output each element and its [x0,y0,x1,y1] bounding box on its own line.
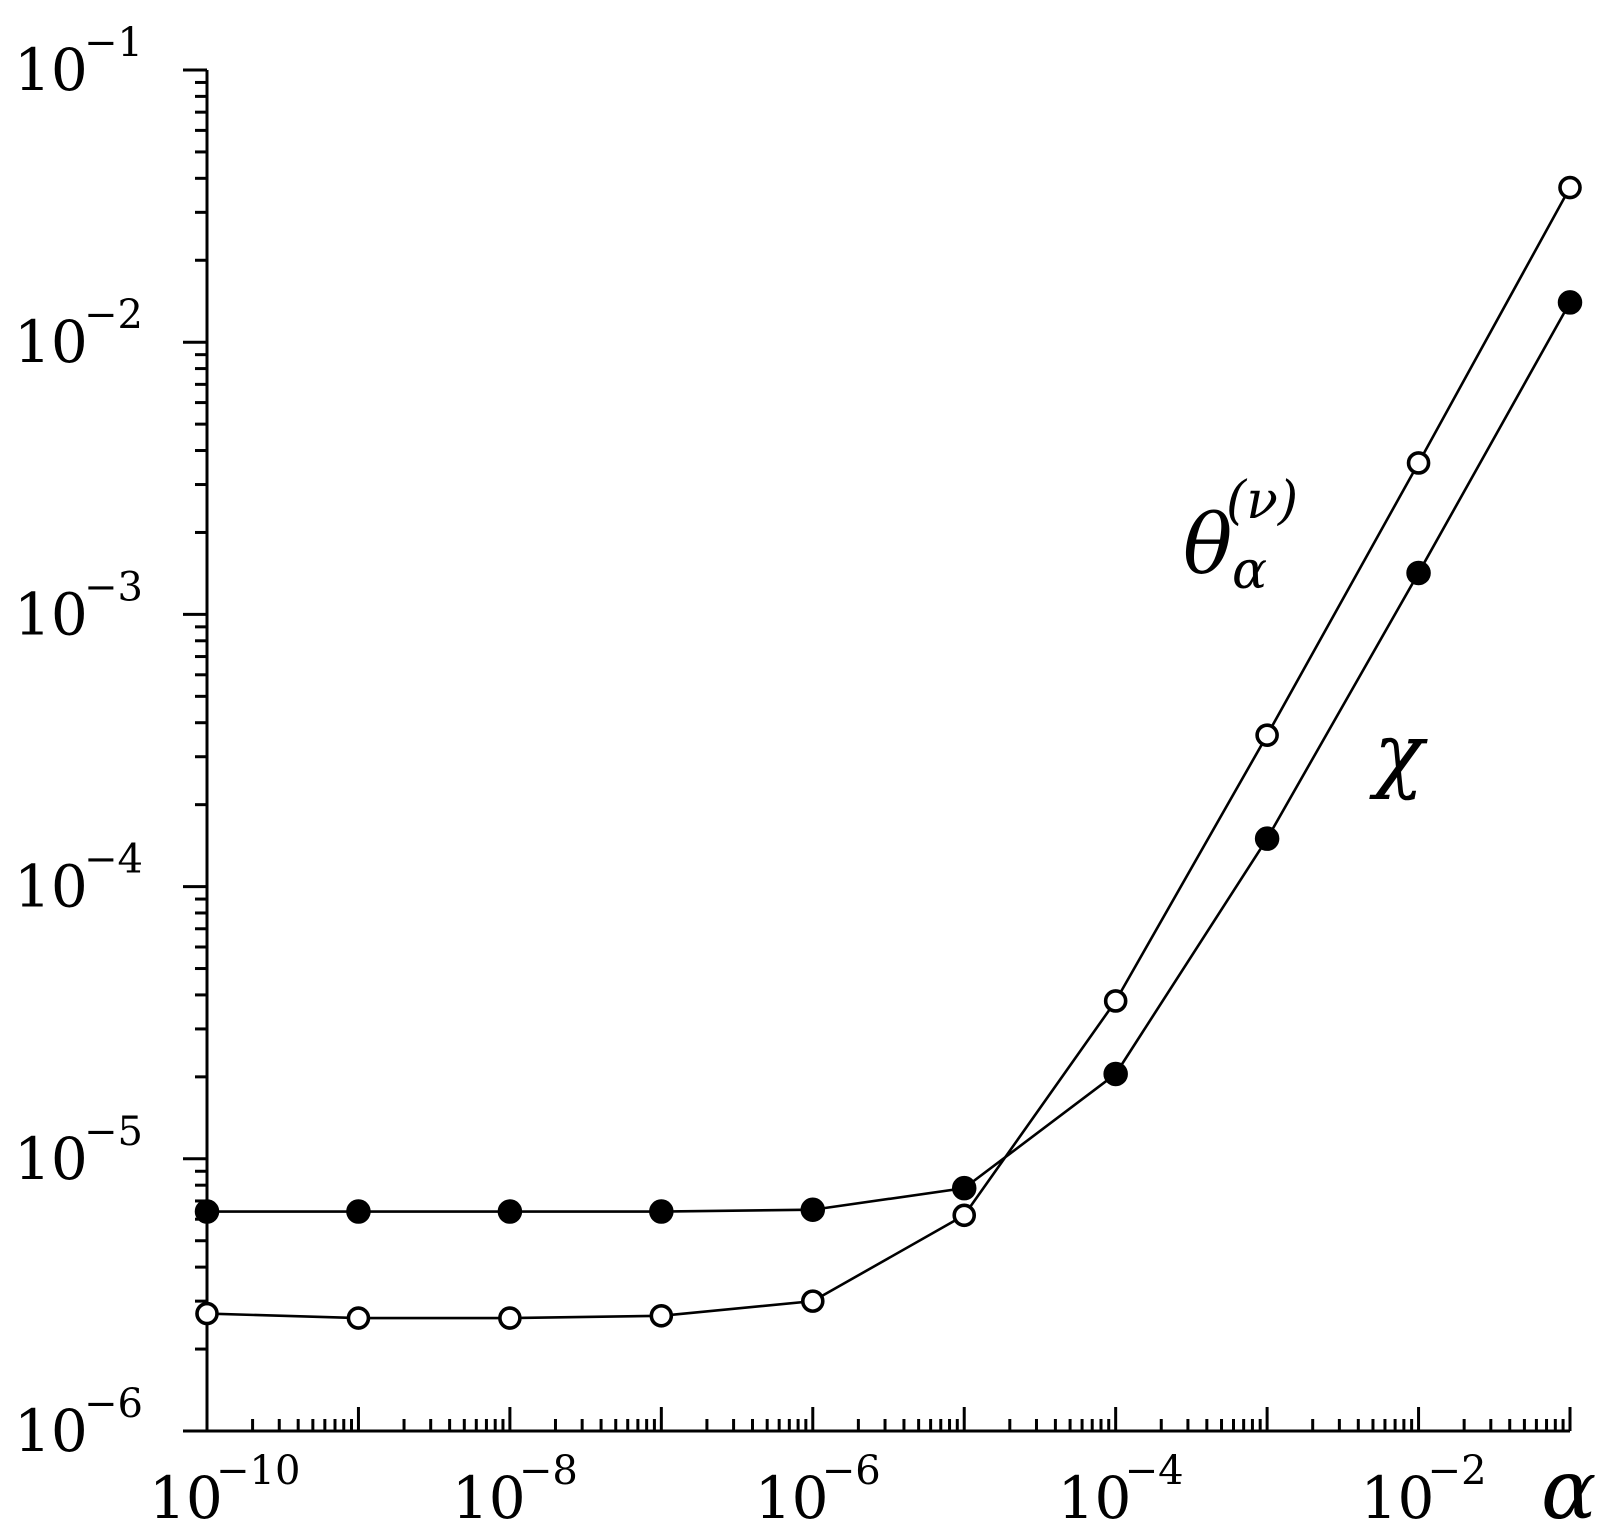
data-point-filled [346,1199,371,1224]
data-point-open [952,1203,977,1228]
x-tick-label-base: 10 [1058,1464,1132,1532]
series-line [207,301,1572,1213]
data-point-open [1255,723,1279,747]
y-tick-label: 10−2 [14,292,143,376]
x-tick-label: 10−6 [755,1448,881,1532]
series-chi [194,290,1583,1224]
x-tick-label-exponent: −4 [1125,1448,1184,1494]
series-theta [195,175,1582,1330]
data-point-filled [194,1199,220,1224]
y-tick-label-exponent: −1 [84,20,143,66]
x-tick-label-base: 10 [755,1464,829,1532]
y-tick-label-base: 10 [14,853,88,921]
x-tick-label-base: 10 [149,1464,223,1532]
theta-label-sub: α [1232,541,1267,601]
y-tick-label-exponent: −6 [84,1381,143,1427]
x-tick-label: 10−8 [452,1448,578,1532]
theta-label-main: θ [1183,498,1232,593]
x-tick-label-exponent: −10 [216,1448,300,1494]
y-tick-label-exponent: −4 [84,837,143,883]
data-point-filled [1557,290,1583,315]
data-point-filled [1406,560,1431,586]
x-tick-label: 10−2 [1361,1448,1487,1532]
x-tick-label: 10−4 [1058,1448,1184,1532]
data-point-open [1406,451,1431,475]
y-tick-label: 10−4 [14,837,143,921]
data-point-open [800,1289,825,1313]
series-labels: θ α (ν) χ α [1183,471,1596,1538]
y-tick-label-base: 10 [14,36,88,104]
y-tick-label-exponent: −3 [84,564,143,610]
chi-label: χ [1369,707,1428,802]
x-tick-label-exponent: −6 [822,1448,881,1494]
y-tick-label: 10−3 [14,564,143,648]
x-tick-label: 10−10 [149,1448,300,1532]
data-point-filled [1103,1061,1128,1087]
y-tick-label-exponent: −2 [84,292,143,338]
data-point-filled [800,1197,826,1222]
x-tick-label-exponent: −8 [519,1448,578,1494]
x-tick-label-base: 10 [1361,1464,1435,1532]
data-point-filled [1254,826,1280,851]
y-tick-label: 10−5 [14,1109,143,1193]
data-point-open [346,1306,371,1330]
x-axis-label: α [1541,1443,1596,1538]
series-layer [194,175,1583,1330]
y-tick-label-base: 10 [14,580,88,648]
data-point-open [1103,989,1128,1013]
y-tick-label-base: 10 [14,1125,88,1193]
data-point-open [195,1301,219,1326]
x-tick-label-base: 10 [452,1464,526,1532]
y-tick-label-exponent: −5 [84,1109,143,1155]
series-line [206,186,1572,1320]
data-point-filled [497,1199,523,1224]
data-point-open [498,1306,522,1330]
data-point-open [649,1303,674,1328]
y-tick-label: 10−1 [14,20,143,104]
y-tick-label-base: 10 [14,1397,88,1465]
data-point-filled [649,1199,674,1224]
data-point-open [1558,175,1582,200]
theta-label-sup: (ν) [1226,471,1298,531]
axes: 10−10 10−8 10−6 10−4 10−210−610−510−410−310−… [14,20,1572,1532]
x-tick-label-exponent: −2 [1428,1448,1487,1494]
data-point-filled [951,1175,977,1201]
y-tick-label-base: 10 [14,308,88,376]
y-tick-label: 10−6 [14,1381,143,1465]
